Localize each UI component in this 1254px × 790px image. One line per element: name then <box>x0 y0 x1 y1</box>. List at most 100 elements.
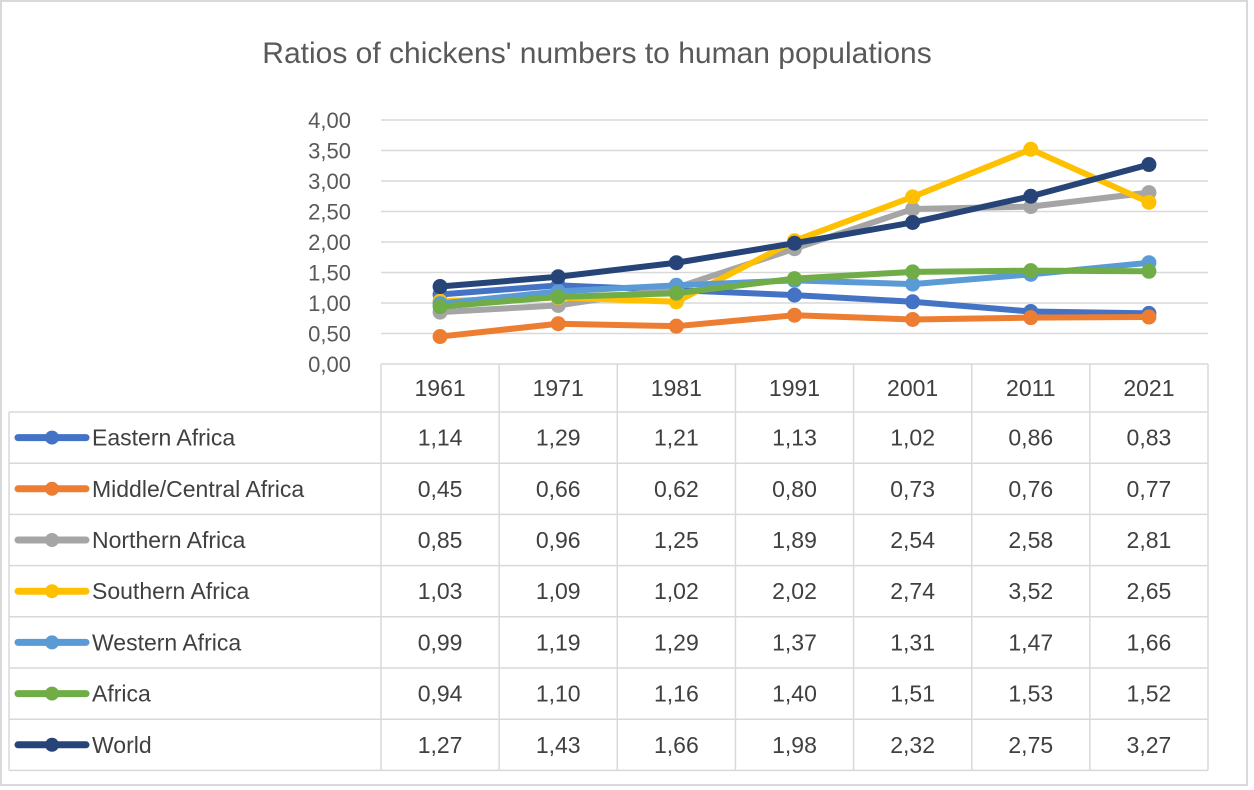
series-africa <box>432 263 1157 315</box>
data-table-cell: 3,27 <box>1127 732 1172 758</box>
data-table-cell: 2,58 <box>1008 527 1053 553</box>
data-table-cell: 2,81 <box>1127 527 1172 553</box>
data-point <box>668 318 684 334</box>
data-point <box>1141 263 1157 279</box>
data-point <box>1023 310 1039 326</box>
data-point <box>1023 199 1039 215</box>
data-point <box>905 214 921 230</box>
data-point <box>1023 141 1039 157</box>
y-tick-label: 1,00 <box>308 291 351 316</box>
data-point <box>432 329 448 345</box>
legend-key-marker <box>45 686 59 701</box>
data-table-cell: 1,19 <box>536 629 581 655</box>
x-category-label: 2011 <box>1006 375 1055 401</box>
data-table-cell: 1,47 <box>1008 629 1053 655</box>
data-table-cell: 2,74 <box>890 578 935 604</box>
y-tick-label: 2,00 <box>308 230 351 255</box>
data-table-cell: 0,45 <box>418 476 463 502</box>
data-table-cell: 1,29 <box>654 629 699 655</box>
data-table-cell: 1,43 <box>536 732 581 758</box>
data-point <box>1141 309 1157 325</box>
data-table-cell: 0,77 <box>1127 476 1172 502</box>
data-table-cell: 1,03 <box>418 578 463 604</box>
x-category-label: 1971 <box>533 375 584 401</box>
data-table-cell: 0,86 <box>1008 425 1053 451</box>
data-table-cell: 2,02 <box>772 578 817 604</box>
data-table-cell: 2,54 <box>890 527 935 553</box>
data-table-cell: 1,31 <box>890 629 935 655</box>
legend-key-marker <box>45 737 59 752</box>
data-table-cell: 1,02 <box>890 425 935 451</box>
data-point <box>1023 263 1039 279</box>
data-table-cell: 1,02 <box>654 578 699 604</box>
data-table-cell: 1,10 <box>536 681 581 707</box>
data-point <box>905 276 921 292</box>
data-table-cell: 1,40 <box>772 681 817 707</box>
data-table-cell: 1,13 <box>772 425 817 451</box>
y-tick-label: 2,50 <box>308 200 351 225</box>
legend-series-name: Western Africa <box>92 629 241 655</box>
data-point <box>1141 157 1157 173</box>
data-table-cell: 1,66 <box>1127 629 1172 655</box>
data-point <box>905 189 921 205</box>
data-point <box>550 316 566 332</box>
data-table-cell: 0,94 <box>418 681 463 707</box>
data-point <box>787 287 802 303</box>
data-table-cell: 1,21 <box>654 425 699 451</box>
data-table-cell: 1,09 <box>536 578 581 604</box>
data-table-cell: 1,25 <box>654 527 699 553</box>
data-table-cell: 0,99 <box>418 629 463 655</box>
data-table-cell: 0,96 <box>536 527 581 553</box>
data-table-cell: 1,89 <box>772 527 817 553</box>
data-table-cell: 1,51 <box>890 681 935 707</box>
data-table-cell: 1,53 <box>1008 681 1053 707</box>
data-table-cell: 1,52 <box>1127 681 1172 707</box>
x-category-label: 2001 <box>887 375 938 401</box>
data-point <box>905 294 921 310</box>
series-world <box>432 157 1157 295</box>
series-lines <box>432 141 1157 345</box>
data-table-cell: 1,16 <box>654 681 699 707</box>
data-point <box>905 311 921 327</box>
data-table-cell: 1,14 <box>418 425 463 451</box>
legend-key-marker <box>45 584 59 599</box>
legend-series-name: Africa <box>92 681 151 707</box>
data-table-cell: 1,29 <box>536 425 581 451</box>
data-point <box>432 279 448 295</box>
data-table-cell: 2,32 <box>890 732 935 758</box>
legend-series-name: Eastern Africa <box>92 425 235 451</box>
y-tick-label: 4,00 <box>308 108 351 133</box>
data-table: 1961 1971 1981 1991 2001 2011 2021 Eastern Afri… <box>8 364 1209 772</box>
data-point <box>787 235 802 251</box>
gridlines <box>381 119 1208 365</box>
data-table-cell: 1,98 <box>772 732 817 758</box>
data-table-cell: 0,83 <box>1127 425 1172 451</box>
data-table-cell: 0,85 <box>418 527 463 553</box>
data-point <box>668 285 684 301</box>
data-table-cell: 1,27 <box>418 732 463 758</box>
legend-key-marker <box>45 430 59 445</box>
data-point <box>787 271 802 287</box>
legend-series-name: Middle/Central Africa <box>92 476 304 502</box>
data-point <box>668 255 684 271</box>
x-category-label: 1961 <box>414 375 465 401</box>
legend-series-name: Southern Africa <box>92 578 249 604</box>
legend-series-name: Northern Africa <box>92 527 246 553</box>
y-tick-label: 3,00 <box>308 169 351 194</box>
data-table-cell: 0,80 <box>772 476 817 502</box>
x-category-label: 1991 <box>769 375 820 401</box>
data-table-cell: 2,65 <box>1127 578 1172 604</box>
data-point <box>432 299 448 315</box>
x-category-label: 2021 <box>1123 375 1174 401</box>
data-point <box>905 201 921 217</box>
legend-series-name: World <box>92 732 152 758</box>
legend-key-marker <box>45 635 59 650</box>
y-tick-label: 0,00 <box>308 352 351 377</box>
data-point <box>1141 194 1157 210</box>
chart-title: Ratios of chickens' numbers to human pop… <box>262 37 931 70</box>
data-table-cell: 0,76 <box>1008 476 1053 502</box>
y-tick-label: 1,50 <box>308 261 351 286</box>
y-tick-label: 0,50 <box>308 322 351 347</box>
data-table-cell: 3,52 <box>1008 578 1053 604</box>
